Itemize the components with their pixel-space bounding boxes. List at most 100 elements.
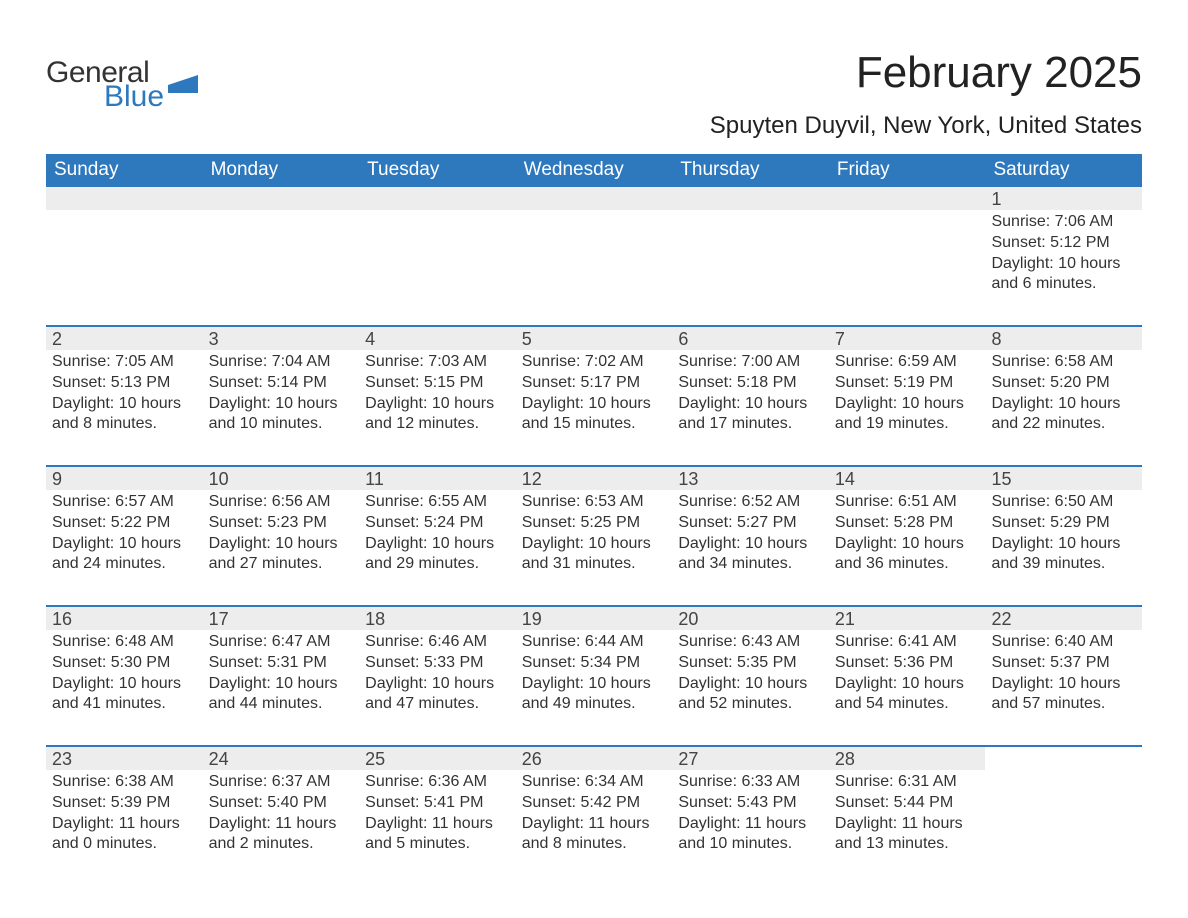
daylight-text-line1: Daylight: 10 hours	[365, 394, 510, 415]
title-block: February 2025 Spuyten Duyvil, New York, …	[710, 48, 1142, 140]
calendar-cell: 25Sunrise: 6:36 AMSunset: 5:41 PMDayligh…	[359, 747, 516, 885]
sunset-text: Sunset: 5:35 PM	[678, 653, 823, 674]
sunrise-text: Sunrise: 6:33 AM	[678, 772, 823, 793]
calendar-week: 16Sunrise: 6:48 AMSunset: 5:30 PMDayligh…	[46, 605, 1142, 745]
day-number: 11	[359, 467, 516, 490]
weekday-header: Wednesday	[516, 154, 673, 187]
calendar-cell: 20Sunrise: 6:43 AMSunset: 5:35 PMDayligh…	[672, 607, 829, 745]
day-details: Sunrise: 6:56 AMSunset: 5:23 PMDaylight:…	[203, 490, 360, 579]
daylight-text-line1: Daylight: 10 hours	[209, 394, 354, 415]
daylight-text-line2: and 52 minutes.	[678, 694, 823, 715]
daylight-text-line1: Daylight: 10 hours	[52, 394, 197, 415]
day-details: Sunrise: 7:00 AMSunset: 5:18 PMDaylight:…	[672, 350, 829, 439]
calendar-cell: 22Sunrise: 6:40 AMSunset: 5:37 PMDayligh…	[985, 607, 1142, 745]
daylight-text-line2: and 29 minutes.	[365, 554, 510, 575]
calendar-cell: 19Sunrise: 6:44 AMSunset: 5:34 PMDayligh…	[516, 607, 673, 745]
sunrise-text: Sunrise: 6:55 AM	[365, 492, 510, 513]
day-number: 10	[203, 467, 360, 490]
daylight-text-line2: and 24 minutes.	[52, 554, 197, 575]
sunset-text: Sunset: 5:37 PM	[991, 653, 1136, 674]
daylight-text-line2: and 27 minutes.	[209, 554, 354, 575]
daylight-text-line1: Daylight: 11 hours	[52, 814, 197, 835]
day-details: Sunrise: 6:48 AMSunset: 5:30 PMDaylight:…	[46, 630, 203, 719]
calendar-cell: 26Sunrise: 6:34 AMSunset: 5:42 PMDayligh…	[516, 747, 673, 885]
sunset-text: Sunset: 5:17 PM	[522, 373, 667, 394]
daylight-text-line1: Daylight: 11 hours	[209, 814, 354, 835]
day-number: 26	[516, 747, 673, 770]
day-details: Sunrise: 6:47 AMSunset: 5:31 PMDaylight:…	[203, 630, 360, 719]
calendar-cell: 1Sunrise: 7:06 AMSunset: 5:12 PMDaylight…	[985, 187, 1142, 325]
calendar-cell: 7Sunrise: 6:59 AMSunset: 5:19 PMDaylight…	[829, 327, 986, 465]
day-details: Sunrise: 6:38 AMSunset: 5:39 PMDaylight:…	[46, 770, 203, 859]
daylight-text-line2: and 12 minutes.	[365, 414, 510, 435]
calendar-cell: 13Sunrise: 6:52 AMSunset: 5:27 PMDayligh…	[672, 467, 829, 605]
calendar: SundayMondayTuesdayWednesdayThursdayFrid…	[46, 154, 1142, 885]
sunrise-text: Sunrise: 6:53 AM	[522, 492, 667, 513]
sunrise-text: Sunrise: 7:05 AM	[52, 352, 197, 373]
sunrise-text: Sunrise: 7:03 AM	[365, 352, 510, 373]
daylight-text-line1: Daylight: 11 hours	[365, 814, 510, 835]
day-details: Sunrise: 6:34 AMSunset: 5:42 PMDaylight:…	[516, 770, 673, 859]
day-number: 22	[985, 607, 1142, 630]
calendar-cell	[516, 187, 673, 325]
day-details: Sunrise: 6:57 AMSunset: 5:22 PMDaylight:…	[46, 490, 203, 579]
day-number: 16	[46, 607, 203, 630]
daylight-text-line1: Daylight: 10 hours	[835, 394, 980, 415]
day-number: 2	[46, 327, 203, 350]
calendar-week: 9Sunrise: 6:57 AMSunset: 5:22 PMDaylight…	[46, 465, 1142, 605]
calendar-cell: 2Sunrise: 7:05 AMSunset: 5:13 PMDaylight…	[46, 327, 203, 465]
sunrise-text: Sunrise: 6:44 AM	[522, 632, 667, 653]
daylight-text-line2: and 2 minutes.	[209, 834, 354, 855]
calendar-cell: 24Sunrise: 6:37 AMSunset: 5:40 PMDayligh…	[203, 747, 360, 885]
calendar-cell: 15Sunrise: 6:50 AMSunset: 5:29 PMDayligh…	[985, 467, 1142, 605]
calendar-cell: 9Sunrise: 6:57 AMSunset: 5:22 PMDaylight…	[46, 467, 203, 605]
sunrise-text: Sunrise: 6:52 AM	[678, 492, 823, 513]
calendar-cell	[985, 747, 1142, 885]
daylight-text-line1: Daylight: 10 hours	[365, 534, 510, 555]
weekday-header: Saturday	[985, 154, 1142, 187]
day-details: Sunrise: 7:04 AMSunset: 5:14 PMDaylight:…	[203, 350, 360, 439]
day-number: 7	[829, 327, 986, 350]
calendar-cell: 4Sunrise: 7:03 AMSunset: 5:15 PMDaylight…	[359, 327, 516, 465]
sunrise-text: Sunrise: 6:46 AM	[365, 632, 510, 653]
daylight-text-line2: and 13 minutes.	[835, 834, 980, 855]
calendar-cell: 23Sunrise: 6:38 AMSunset: 5:39 PMDayligh…	[46, 747, 203, 885]
logo-text: General Blue	[46, 58, 164, 112]
weekday-header: Thursday	[672, 154, 829, 187]
daylight-text-line1: Daylight: 10 hours	[522, 674, 667, 695]
daylight-text-line1: Daylight: 10 hours	[835, 534, 980, 555]
daylight-text-line1: Daylight: 10 hours	[678, 534, 823, 555]
day-number: 5	[516, 327, 673, 350]
daylight-text-line1: Daylight: 10 hours	[209, 534, 354, 555]
sunset-text: Sunset: 5:30 PM	[52, 653, 197, 674]
calendar-cell: 16Sunrise: 6:48 AMSunset: 5:30 PMDayligh…	[46, 607, 203, 745]
calendar-cell: 3Sunrise: 7:04 AMSunset: 5:14 PMDaylight…	[203, 327, 360, 465]
sunset-text: Sunset: 5:24 PM	[365, 513, 510, 534]
day-number: 1	[985, 187, 1142, 210]
day-number: 23	[46, 747, 203, 770]
sunset-text: Sunset: 5:18 PM	[678, 373, 823, 394]
day-details: Sunrise: 6:52 AMSunset: 5:27 PMDaylight:…	[672, 490, 829, 579]
day-details: Sunrise: 6:59 AMSunset: 5:19 PMDaylight:…	[829, 350, 986, 439]
sunrise-text: Sunrise: 6:38 AM	[52, 772, 197, 793]
day-details: Sunrise: 6:33 AMSunset: 5:43 PMDaylight:…	[672, 770, 829, 859]
sunrise-text: Sunrise: 6:51 AM	[835, 492, 980, 513]
sunset-text: Sunset: 5:41 PM	[365, 793, 510, 814]
day-details: Sunrise: 6:51 AMSunset: 5:28 PMDaylight:…	[829, 490, 986, 579]
sunset-text: Sunset: 5:34 PM	[522, 653, 667, 674]
logo: General Blue	[46, 58, 202, 112]
daylight-text-line2: and 8 minutes.	[52, 414, 197, 435]
sunrise-text: Sunrise: 6:31 AM	[835, 772, 980, 793]
day-number-bar	[829, 187, 986, 210]
daylight-text-line1: Daylight: 10 hours	[835, 674, 980, 695]
header: General Blue February 2025 Spuyten Duyvi…	[46, 30, 1142, 140]
sunrise-text: Sunrise: 6:57 AM	[52, 492, 197, 513]
sunrise-text: Sunrise: 6:41 AM	[835, 632, 980, 653]
calendar-cell: 18Sunrise: 6:46 AMSunset: 5:33 PMDayligh…	[359, 607, 516, 745]
sunset-text: Sunset: 5:31 PM	[209, 653, 354, 674]
day-number: 24	[203, 747, 360, 770]
weekday-header: Sunday	[46, 154, 203, 187]
daylight-text-line2: and 10 minutes.	[678, 834, 823, 855]
daylight-text-line1: Daylight: 10 hours	[365, 674, 510, 695]
calendar-cell: 14Sunrise: 6:51 AMSunset: 5:28 PMDayligh…	[829, 467, 986, 605]
